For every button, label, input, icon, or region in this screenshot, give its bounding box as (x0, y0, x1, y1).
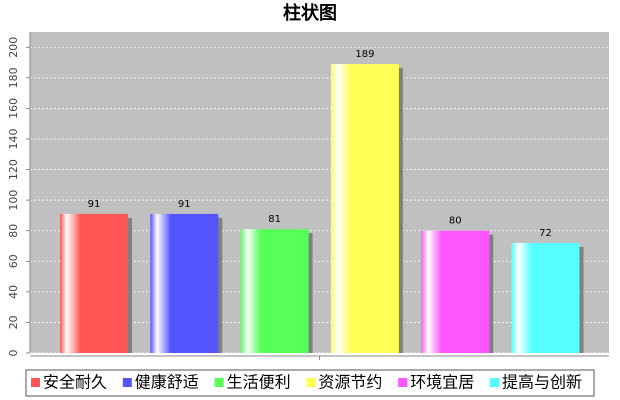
y-tick-label: 0 (7, 350, 20, 357)
value-label: 91 (88, 199, 101, 210)
y-tick-label: 200 (7, 37, 20, 58)
y-tick-label: 40 (7, 285, 20, 299)
y-tick-label: 180 (7, 67, 20, 88)
y-tick-label: 160 (7, 98, 20, 119)
legend-swatch (214, 378, 224, 387)
legend-label: 资源节约 (318, 373, 382, 392)
bar (421, 230, 490, 353)
legend-swatch (398, 378, 408, 387)
y-tick-label: 140 (7, 129, 20, 150)
y-tick-label: 60 (7, 254, 20, 268)
value-label: 80 (449, 216, 462, 227)
y-tick-label: 80 (7, 224, 20, 238)
value-label: 72 (539, 228, 552, 239)
legend-label: 生活便利 (227, 373, 291, 392)
y-tick-label: 100 (7, 190, 20, 211)
bar (511, 242, 580, 353)
legend-swatch (490, 378, 499, 387)
bar (330, 64, 399, 353)
legend-label: 环境宜居 (410, 373, 474, 392)
legend-swatch (31, 378, 40, 387)
y-tick-label: 120 (7, 159, 20, 180)
bar (240, 229, 309, 353)
value-label: 189 (355, 49, 374, 60)
chart-title: 柱状图 (283, 2, 337, 24)
legend-swatch (306, 378, 316, 387)
legend-box (25, 369, 595, 397)
y-tick-label: 20 (7, 315, 20, 329)
legend-label: 提高与创新 (502, 373, 582, 392)
legend-swatch (122, 378, 132, 387)
bar (150, 213, 219, 353)
bar (60, 213, 128, 353)
value-label: 81 (268, 214, 281, 225)
legend-label: 安全耐久 (43, 373, 107, 392)
value-label: 91 (178, 199, 191, 210)
legend-label: 健康舒适 (135, 373, 199, 392)
